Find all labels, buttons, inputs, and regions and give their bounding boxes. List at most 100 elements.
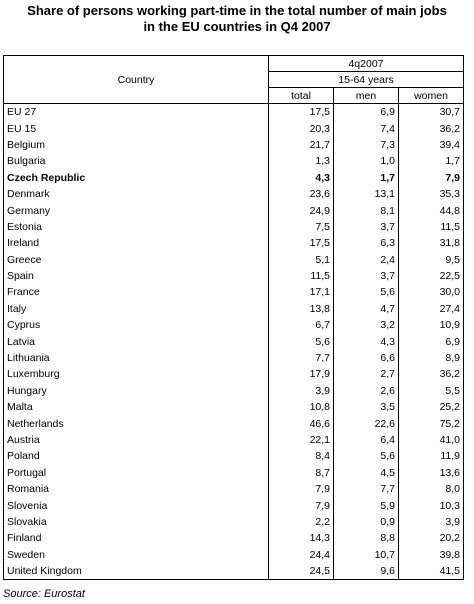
table-row: EU 15 20,3 7,4 36,2 xyxy=(3,120,464,137)
total-cell: 17,5 xyxy=(268,235,334,252)
men-cell: 4,7 xyxy=(333,300,399,318)
total-cell: 10,8 xyxy=(268,399,334,416)
total-cell: 24,5 xyxy=(268,562,334,581)
table-row: Finland 14,3 8,8 20,2 xyxy=(3,530,464,547)
women-cell: 13,6 xyxy=(398,464,464,481)
country-cell: Poland xyxy=(3,448,269,465)
country-cell: Italy xyxy=(3,300,269,318)
women-cell: 39,4 xyxy=(398,136,464,154)
men-cell: 22,6 xyxy=(333,415,399,432)
men-cell: 0,9 xyxy=(333,513,399,531)
country-cell: EU 27 xyxy=(3,103,269,121)
total-cell: 5,1 xyxy=(268,251,334,268)
title-line-1: Share of persons working part-time in th… xyxy=(27,3,447,18)
country-cell: France xyxy=(3,284,269,301)
men-cell: 7,7 xyxy=(333,480,399,498)
total-cell: 7,9 xyxy=(268,480,334,498)
men-cell: 7,4 xyxy=(333,120,399,137)
total-cell: 7,7 xyxy=(268,349,334,367)
men-cell: 3,5 xyxy=(333,399,399,416)
women-cell: 27,4 xyxy=(398,300,464,318)
country-cell: Spain xyxy=(3,267,269,285)
total-cell: 2,2 xyxy=(268,513,334,531)
table-row: Germany 24,9 8,1 44,8 xyxy=(3,202,464,219)
men-cell: 3,7 xyxy=(333,267,399,285)
total-column-header: total xyxy=(268,87,334,104)
country-cell: Ireland xyxy=(3,235,269,252)
men-cell: 6,4 xyxy=(333,431,399,449)
women-cell: 31,8 xyxy=(398,235,464,252)
women-cell: 44,8 xyxy=(398,202,464,219)
country-cell: Denmark xyxy=(3,185,269,203)
men-cell: 6,6 xyxy=(333,349,399,367)
source-note: Source: Eurostat xyxy=(3,588,85,600)
table-body: EU 27 17,5 6,9 30,7 EU 15 20,3 7,4 36,2 Belgium 2… xyxy=(3,103,464,581)
men-cell: 2,7 xyxy=(333,366,399,383)
country-cell: Romania xyxy=(3,480,269,498)
table-row: Austria 22,1 6,4 41,0 xyxy=(3,431,464,449)
table-row: Cyprus 6,7 3,2 10,9 xyxy=(3,317,464,334)
title-line-2: in the EU countries in Q4 2007 xyxy=(143,19,331,34)
total-cell: 20,3 xyxy=(268,120,334,137)
men-cell: 6,9 xyxy=(333,103,399,121)
women-cell: 41,0 xyxy=(398,431,464,449)
table-row: United Kingdom 24,5 9,6 41,5 xyxy=(3,562,464,581)
total-cell: 24,4 xyxy=(268,546,334,563)
country-cell: Lithuania xyxy=(3,349,269,367)
men-cell: 4,5 xyxy=(333,464,399,481)
table-row: Portugal 8,7 4,5 13,6 xyxy=(3,464,464,481)
table-row: Ireland 17,5 6,3 31,8 xyxy=(3,235,464,252)
total-cell: 22,1 xyxy=(268,431,334,449)
women-cell: 20,2 xyxy=(398,530,464,547)
women-cell: 39,8 xyxy=(398,546,464,563)
women-cell: 6,9 xyxy=(398,333,464,350)
country-cell: Greece xyxy=(3,251,269,268)
women-cell: 8,9 xyxy=(398,349,464,367)
women-cell: 10,9 xyxy=(398,317,464,334)
table-row: Lithuania 7,7 6,6 8,9 xyxy=(3,349,464,367)
country-cell: Latvia xyxy=(3,333,269,350)
men-cell: 5,6 xyxy=(333,448,399,465)
country-column-header: Country xyxy=(3,55,269,104)
table-row: Sweden 24,4 10,7 39,8 xyxy=(3,546,464,563)
country-cell: Slovenia xyxy=(3,497,269,514)
men-cell: 3,7 xyxy=(333,218,399,236)
country-cell: EU 15 xyxy=(3,120,269,137)
country-cell: Hungary xyxy=(3,382,269,400)
men-cell: 8,1 xyxy=(333,202,399,219)
table-header: Country 4q2007 15-64 years total men wom… xyxy=(3,55,464,104)
women-cell: 10,3 xyxy=(398,497,464,514)
total-cell: 17,9 xyxy=(268,366,334,383)
part-time-table: Country 4q2007 15-64 years total men wom… xyxy=(3,55,464,581)
total-cell: 5,6 xyxy=(268,333,334,350)
table-row: Romania 7,9 7,7 8,0 xyxy=(3,480,464,498)
country-cell: Malta xyxy=(3,399,269,416)
men-cell: 10,7 xyxy=(333,546,399,563)
country-cell: Netherlands xyxy=(3,415,269,432)
period-header: 4q2007 xyxy=(268,55,464,72)
total-cell: 7,9 xyxy=(268,497,334,514)
men-cell: 8,8 xyxy=(333,530,399,547)
women-cell: 3,9 xyxy=(398,513,464,531)
total-cell: 8,4 xyxy=(268,448,334,465)
men-cell: 13,1 xyxy=(333,185,399,203)
men-cell: 7,3 xyxy=(333,136,399,154)
women-cell: 7,9 xyxy=(398,169,464,186)
country-cell: Finland xyxy=(3,530,269,547)
men-cell: 4,3 xyxy=(333,333,399,350)
country-cell: United Kingdom xyxy=(3,562,269,581)
country-cell: Czech Republic xyxy=(3,169,269,186)
total-cell: 23,6 xyxy=(268,185,334,203)
men-cell: 2,6 xyxy=(333,382,399,400)
table-row: Greece 5,1 2,4 9,5 xyxy=(3,251,464,268)
total-cell: 11,5 xyxy=(268,267,334,285)
men-column-header: men xyxy=(333,87,399,104)
men-cell: 6,3 xyxy=(333,235,399,252)
total-cell: 17,5 xyxy=(268,103,334,121)
women-cell: 11,5 xyxy=(398,218,464,236)
table-row: Slovakia 2,2 0,9 3,9 xyxy=(3,513,464,531)
men-cell: 1,0 xyxy=(333,153,399,170)
total-cell: 1,3 xyxy=(268,153,334,170)
country-cell: Germany xyxy=(3,202,269,219)
men-cell: 5,9 xyxy=(333,497,399,514)
